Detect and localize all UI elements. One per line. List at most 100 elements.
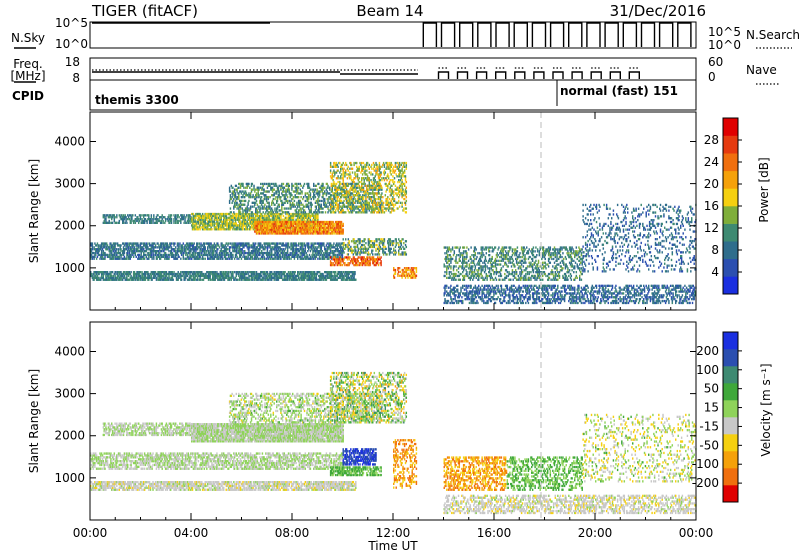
nsearch-tick-bottom: 10^0 bbox=[708, 38, 741, 52]
power-cell bbox=[249, 279, 250, 281]
power-cell bbox=[320, 258, 321, 260]
freq-scan-bar bbox=[534, 72, 544, 79]
nsky-scan-bar bbox=[551, 23, 564, 47]
nsky-scan-bar bbox=[478, 23, 491, 47]
power-cell bbox=[295, 271, 296, 273]
power-cell bbox=[116, 248, 117, 250]
power-cell bbox=[112, 271, 113, 273]
power-cell bbox=[134, 246, 135, 248]
power-cell bbox=[211, 228, 212, 230]
power-cell bbox=[116, 214, 117, 216]
power-cell bbox=[114, 216, 115, 218]
power-cell bbox=[223, 213, 224, 215]
power-cell bbox=[323, 242, 324, 244]
power-cell bbox=[333, 242, 334, 244]
power-cell bbox=[232, 254, 233, 256]
power-cell bbox=[118, 248, 119, 250]
power-cell bbox=[140, 214, 141, 216]
power-cell bbox=[151, 214, 152, 216]
power-cell bbox=[180, 258, 181, 260]
cpid-panel: CPID themis 3300 normal (fast) 151 bbox=[12, 80, 696, 110]
power-cell bbox=[130, 271, 131, 273]
power-cell bbox=[167, 242, 168, 244]
power-cell bbox=[247, 271, 248, 273]
nsky-bars bbox=[423, 23, 691, 47]
nsky-tick-bottom: 10^0 bbox=[55, 37, 88, 51]
nsky-scan-bar bbox=[460, 23, 473, 47]
power-cell bbox=[155, 244, 156, 246]
power-cell bbox=[148, 214, 149, 216]
rti-figure: TIGER (fitACF) Beam 14 31/Dec/2016 N.Sky… bbox=[0, 0, 800, 554]
power-cell bbox=[316, 279, 317, 281]
nsky-label: N.Sky bbox=[11, 31, 45, 45]
power-cell bbox=[183, 214, 184, 216]
power-cell bbox=[145, 214, 146, 216]
radar-title: TIGER (fitACF) bbox=[91, 2, 198, 20]
power-cell bbox=[165, 218, 166, 220]
power-cell bbox=[302, 242, 303, 244]
power-cell bbox=[269, 242, 270, 244]
power-cell bbox=[153, 214, 154, 216]
power-cell bbox=[322, 250, 323, 252]
power-cell bbox=[109, 220, 110, 222]
power-cell bbox=[241, 258, 242, 260]
power-cell bbox=[327, 242, 328, 244]
power-cell bbox=[315, 242, 316, 244]
nsearch-tick-top: 10^5 bbox=[708, 25, 741, 39]
power-cell bbox=[331, 271, 332, 273]
power-cell bbox=[280, 256, 281, 258]
power-cell bbox=[230, 242, 231, 244]
power-cell bbox=[277, 242, 278, 244]
power-cell bbox=[125, 216, 126, 218]
power-cell bbox=[335, 254, 336, 256]
power-cell bbox=[200, 226, 201, 228]
freq-frame bbox=[90, 58, 696, 80]
freq-tick-top: 18 bbox=[65, 55, 80, 69]
power-cell bbox=[232, 271, 233, 273]
power-cell bbox=[200, 279, 201, 281]
power-cell bbox=[178, 242, 179, 244]
power-cell bbox=[120, 248, 121, 250]
power-cell bbox=[181, 279, 182, 281]
nsky-scan-bar bbox=[496, 23, 509, 47]
freq-scan-bar bbox=[553, 72, 563, 79]
power-cell bbox=[140, 271, 141, 273]
nsky-scan-bar bbox=[423, 23, 436, 47]
power-cell bbox=[254, 271, 255, 273]
power-cell bbox=[186, 214, 187, 216]
power-cell bbox=[132, 214, 133, 216]
freq-scan-bar bbox=[496, 72, 506, 79]
power-cell bbox=[115, 242, 116, 244]
power-cell bbox=[171, 214, 172, 216]
power-cell bbox=[228, 271, 229, 273]
power-cell bbox=[171, 242, 172, 244]
power-cell bbox=[332, 275, 333, 277]
power-cell bbox=[205, 258, 206, 260]
cpid-themis: themis 3300 bbox=[95, 93, 179, 107]
power-cell bbox=[300, 271, 301, 273]
power-cell bbox=[236, 256, 237, 258]
date-title: 31/Dec/2016 bbox=[610, 2, 706, 20]
power-cell bbox=[173, 279, 174, 281]
power-cell bbox=[355, 279, 356, 281]
power-cell bbox=[171, 218, 172, 220]
power-cell bbox=[267, 271, 268, 273]
power-cell bbox=[174, 242, 175, 244]
freq-scan-bar bbox=[477, 72, 487, 79]
power-cell bbox=[92, 242, 93, 244]
power-cell bbox=[284, 271, 285, 273]
power-cell bbox=[120, 244, 121, 246]
freq-scan-bar bbox=[458, 72, 468, 79]
freq-scan-bar bbox=[515, 72, 525, 79]
freq-scan-bar bbox=[439, 72, 449, 79]
power-cell bbox=[116, 222, 117, 224]
power-cell bbox=[228, 254, 229, 256]
power-cell bbox=[249, 213, 250, 215]
nave-tick-top: 60 bbox=[708, 55, 723, 69]
power-cell bbox=[205, 222, 206, 224]
power-cell bbox=[242, 250, 243, 252]
power-cell bbox=[180, 271, 181, 273]
power-cell bbox=[228, 242, 229, 244]
power-cell bbox=[210, 242, 211, 244]
